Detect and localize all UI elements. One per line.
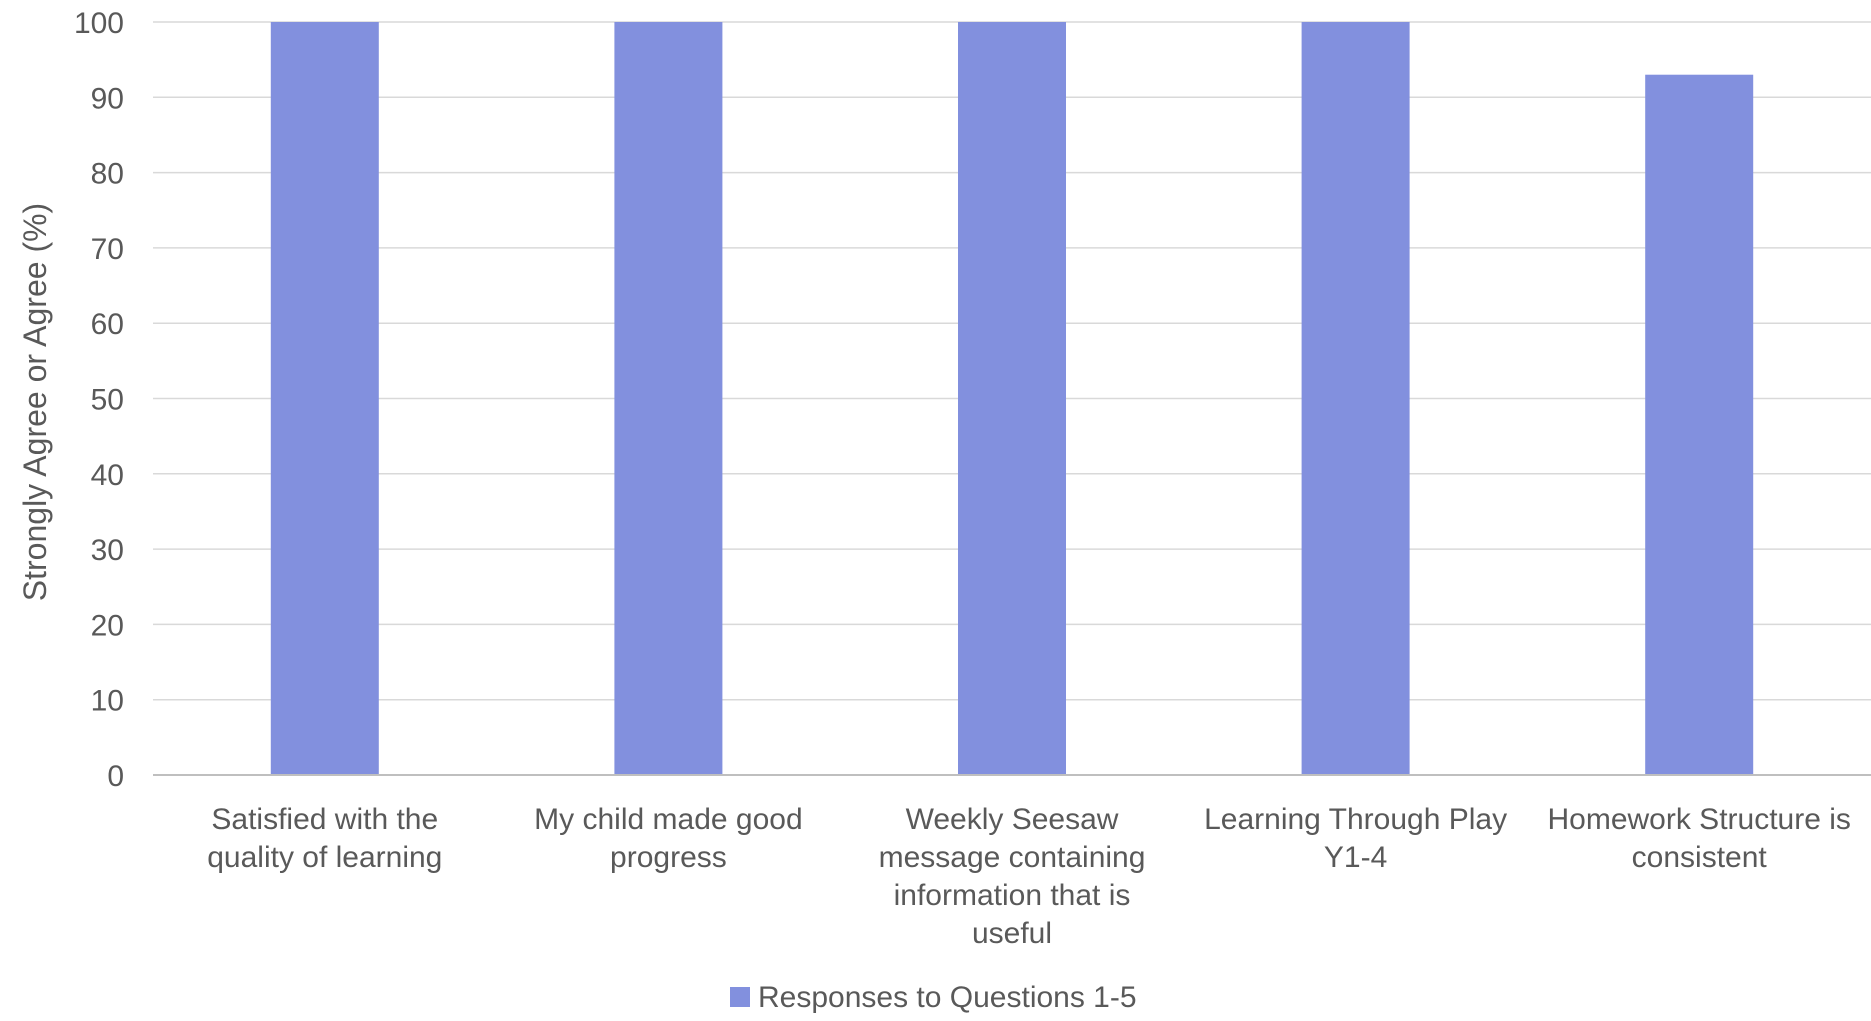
y-tick-label: 30 [91,534,124,567]
y-tick-label: 90 [91,82,124,115]
y-tick-label: 100 [74,7,124,40]
x-category-label-line: My child made good [534,803,802,836]
y-tick-label: 0 [107,760,124,793]
y-tick-label: 10 [91,685,124,718]
x-category-label: Homework Structure is consistent [1547,803,1850,874]
bar [958,22,1066,775]
legend: Responses to Questions 1-5 [730,981,1137,1014]
y-tick-label: 50 [91,384,124,417]
bar [270,22,379,775]
y-tick-label: 20 [91,609,124,642]
y-axis-ticks: 0 10 20 30 40 50 60 70 80 90 100 [74,7,124,793]
x-category-label-line: quality of learning [207,841,442,874]
y-tick-label: 70 [91,233,124,266]
x-category-label-line: information that is [894,879,1131,912]
bars [270,22,1754,775]
legend-label: Responses to Questions 1-5 [758,981,1137,1014]
bar [1645,74,1754,775]
x-category-label-line: Y1-4 [1324,841,1387,874]
x-axis-categories: Satisfied with the quality of learning My … [207,803,1851,950]
x-category-label: Learning Through Play Y1-4 [1204,803,1507,874]
x-category-label-line: progress [610,841,727,874]
x-category-label-line: message containing [879,841,1146,874]
x-category-label-line: Weekly Seesaw [906,803,1119,836]
x-category-label: Weekly Seesaw message containing informati… [879,803,1146,950]
x-category-label-line: Learning Through Play [1204,803,1507,836]
y-tick-label: 80 [91,158,124,191]
legend-swatch [730,987,750,1007]
bar [1301,22,1410,775]
y-axis-title: Strongly Agree or Agree (%) [17,203,53,601]
x-category-label-line: Satisfied with the [211,803,438,836]
x-category-label-line: Homework Structure is [1547,803,1850,836]
bar [614,22,723,775]
x-category-label-line: consistent [1632,841,1768,874]
x-category-label: Satisfied with the quality of learning [207,803,442,874]
x-category-label-line: useful [972,917,1052,950]
y-tick-label: 60 [91,308,124,341]
x-category-label: My child made good progress [534,803,802,874]
y-tick-label: 40 [91,459,124,492]
